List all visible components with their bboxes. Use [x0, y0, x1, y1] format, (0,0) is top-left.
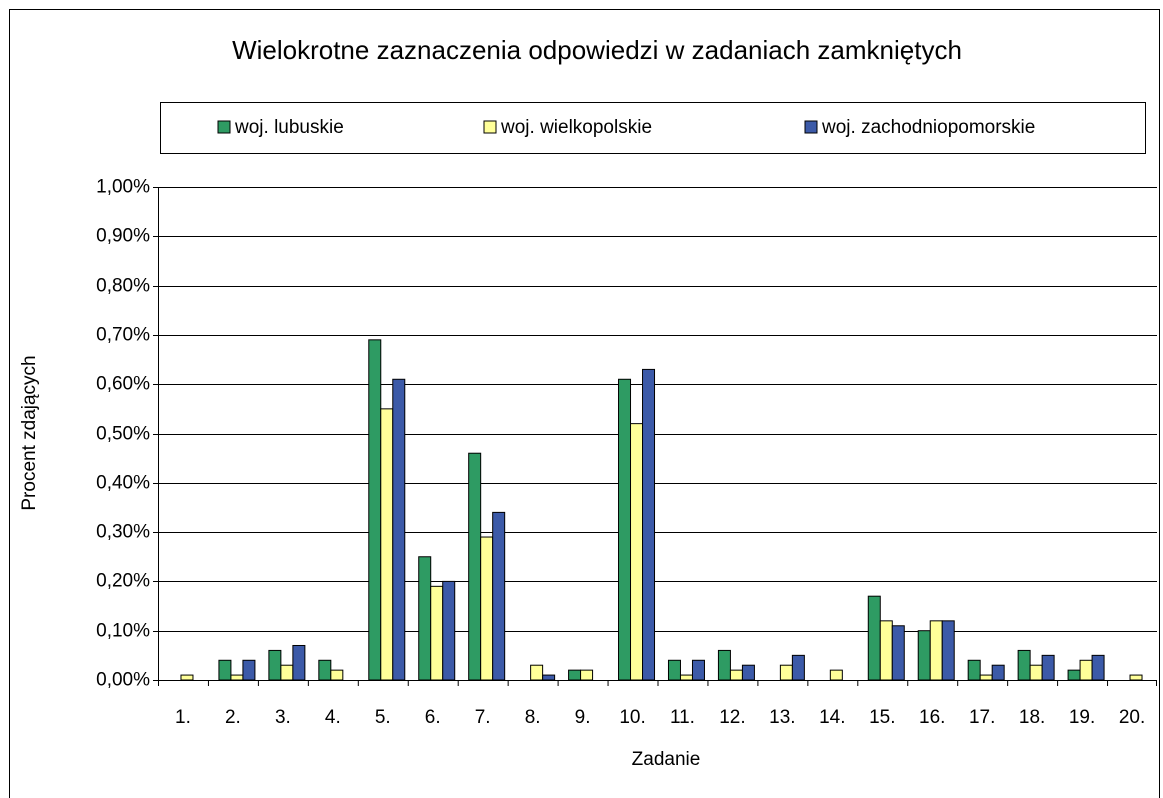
x-tick-label: 3. [275, 707, 291, 728]
bar [991, 664, 1005, 681]
bar [1067, 669, 1081, 681]
bar [929, 620, 943, 681]
y-tick-label: 0,00% [96, 670, 150, 691]
legend-swatch [804, 120, 818, 134]
bar [717, 649, 731, 681]
bar [392, 378, 406, 681]
bar [380, 408, 394, 681]
x-tick-label: 8. [525, 707, 541, 728]
bar [180, 674, 194, 681]
bar [1129, 674, 1143, 681]
y-tick-label: 0,60% [96, 374, 150, 395]
y-tick-label: 0,90% [96, 226, 150, 247]
x-tick-label: 16. [919, 707, 945, 728]
bar [679, 674, 693, 681]
bar [242, 659, 256, 681]
y-tick-label: 0,50% [96, 424, 150, 445]
bar [729, 669, 743, 681]
x-tick-label: 20. [1119, 707, 1145, 728]
bar [1091, 654, 1105, 681]
bar [368, 339, 382, 681]
y-axis-title: Procent zdających [19, 355, 40, 510]
x-tick-label: 12. [719, 707, 745, 728]
bar [891, 625, 905, 681]
bar [917, 630, 931, 681]
bar [741, 664, 755, 681]
y-tick-label: 1,00% [96, 177, 150, 198]
x-tick-label: 19. [1069, 707, 1095, 728]
x-tick-label: 11. [670, 707, 695, 728]
bar [430, 585, 444, 681]
bar [530, 664, 544, 681]
bar [867, 595, 881, 681]
x-tick-label: 14. [819, 707, 845, 728]
x-tick-label: 13. [769, 707, 795, 728]
bar [691, 659, 705, 681]
bar [779, 664, 793, 681]
x-tick-label: 2. [225, 707, 241, 728]
bar [1079, 659, 1093, 681]
legend-label: woj. wielkopolskie [500, 117, 652, 138]
y-tick-label: 0,40% [96, 473, 150, 494]
bar [618, 378, 632, 681]
x-tick-label: 10. [619, 707, 645, 728]
legend-swatch [217, 120, 231, 134]
bar [330, 669, 344, 681]
bar [418, 556, 432, 681]
x-tick-label: 18. [1019, 707, 1045, 728]
bar [318, 659, 332, 681]
bar [879, 620, 893, 681]
bar [492, 511, 506, 681]
bar [829, 669, 843, 681]
y-tick-label: 0,80% [96, 276, 150, 297]
bar [230, 674, 244, 681]
x-axis-title: Zadanie [632, 749, 701, 770]
bar [442, 580, 456, 681]
bar [280, 664, 294, 681]
bar [568, 669, 582, 681]
x-tick-label: 5. [375, 707, 391, 728]
x-tick-label: 4. [325, 707, 341, 728]
bar [642, 368, 656, 681]
bar [941, 620, 955, 681]
x-tick-label: 7. [475, 707, 491, 728]
bar [1029, 664, 1043, 681]
y-tick-label: 0,70% [96, 325, 150, 346]
bar [979, 674, 993, 681]
bar [667, 659, 681, 681]
bar [791, 654, 805, 681]
bar [1041, 654, 1055, 681]
y-tick-label: 0,30% [96, 522, 150, 543]
x-tick-label: 15. [869, 707, 895, 728]
bar [630, 423, 644, 681]
legend-swatch [483, 120, 497, 134]
bar [218, 659, 232, 681]
bar [268, 649, 282, 681]
legend-box [160, 102, 1146, 154]
bar [967, 659, 981, 681]
x-tick-label: 9. [575, 707, 591, 728]
bar [292, 644, 306, 681]
x-tick-label: 17. [969, 707, 995, 728]
x-tick-label: 1. [175, 707, 191, 728]
y-tick-label: 0,10% [96, 621, 150, 642]
chart-title: Wielokrotne zaznaczenia odpowiedzi w zad… [232, 35, 962, 65]
legend-label: woj. lubuskie [234, 117, 344, 138]
bar [1017, 649, 1031, 681]
legend-label: woj. zachodniopomorskie [821, 117, 1035, 138]
bar [580, 669, 594, 681]
y-tick-label: 0,20% [96, 571, 150, 592]
x-tick-label: 6. [425, 707, 441, 728]
bar [480, 536, 494, 681]
bar [468, 452, 482, 681]
bar [542, 674, 556, 681]
